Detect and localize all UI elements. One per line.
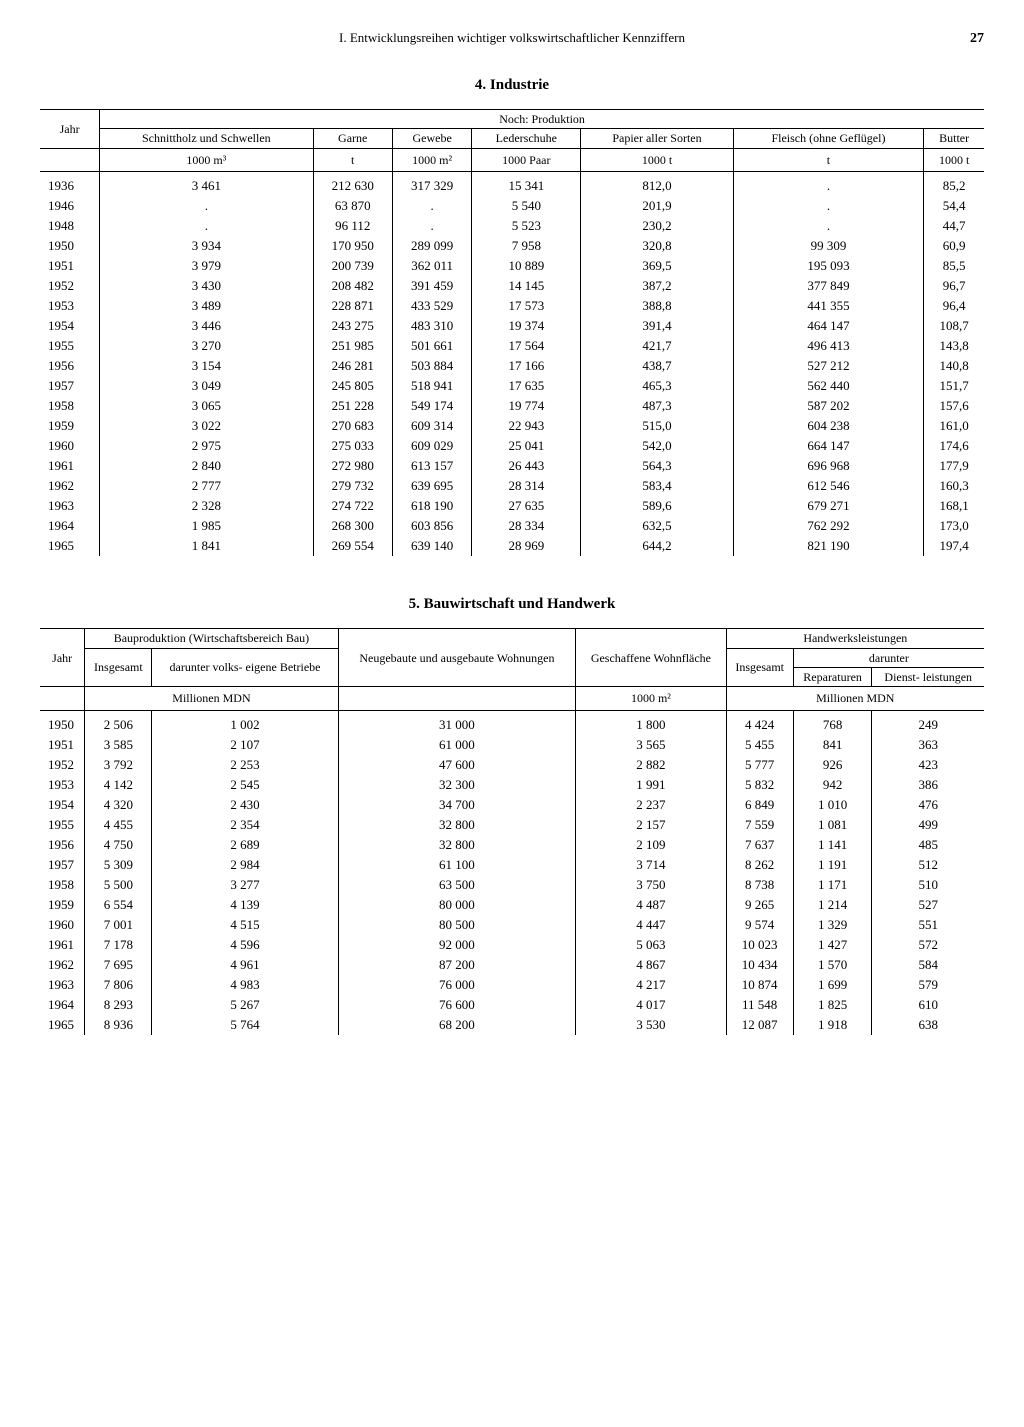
table-row: 19533 489228 871433 52917 573388,8441 35… xyxy=(40,296,984,316)
table-row: 19617 1784 59692 0005 06310 0231 427572 xyxy=(40,935,984,955)
table-row: 19622 777279 732639 69528 314583,4612 54… xyxy=(40,476,984,496)
t1-col-0: Schnittholz und Schwellen xyxy=(100,129,313,148)
h-hand1: Insgesamt xyxy=(726,648,793,687)
table-row: 19544 3202 43034 7002 2376 8491 010476 xyxy=(40,795,984,815)
table-row: 19575 3092 98461 1003 7148 2621 191512 xyxy=(40,855,984,875)
h-bauprod2: darunter volks- eigene Betriebe xyxy=(152,648,338,687)
table-row: 19648 2935 26776 6004 01711 5481 825610 xyxy=(40,995,984,1015)
table-row: 19607 0014 51580 5004 4479 5741 329551 xyxy=(40,915,984,935)
table-row: 19583 065251 228549 17419 774487,3587 20… xyxy=(40,396,984,416)
table-row: 19363 461212 630317 32915 341812,0.85,2 xyxy=(40,172,984,197)
t1-col-6: Butter xyxy=(924,129,984,148)
t1-unit-6: 1000 t xyxy=(924,148,984,171)
table-row: 19612 840272 980613 15726 443564,3696 96… xyxy=(40,456,984,476)
table-row: 19602 975275 033609 02925 041542,0664 14… xyxy=(40,436,984,456)
h-darunter: darunter xyxy=(793,648,984,667)
h-neubau: Neugebaute und ausgebaute Wohnungen xyxy=(338,629,576,687)
t1-col-4: Papier aller Sorten xyxy=(581,129,733,148)
col-year2: Jahr xyxy=(40,629,85,687)
table-row: 19543 446243 275483 31019 374391,4464 14… xyxy=(40,316,984,336)
col-year: Jahr xyxy=(40,110,100,149)
table-row: 19563 154246 281503 88417 166438,7527 21… xyxy=(40,356,984,376)
table-row: 19632 328274 722618 19027 635589,6679 27… xyxy=(40,496,984,516)
u-m2: 1000 m² xyxy=(576,687,726,710)
t1-unit-1: t xyxy=(313,148,392,171)
t1-col-5: Fleisch (ohne Geflügel) xyxy=(733,129,924,148)
t1-col-1: Garne xyxy=(313,129,392,148)
table-row: 19573 049245 805518 94117 635465,3562 44… xyxy=(40,376,984,396)
table-row: 19502 5061 00231 0001 8004 424768249 xyxy=(40,710,984,735)
bauwirtschaft-table: Jahr Bauproduktion (Wirtschaftsbereich B… xyxy=(40,628,984,1035)
page-number: 27 xyxy=(944,31,984,47)
t1-col-2: Gewebe xyxy=(392,129,471,148)
u-mdn2: Millionen MDN xyxy=(726,687,984,710)
table-row: 19554 4552 35432 8002 1577 5591 081499 xyxy=(40,815,984,835)
t1-unit-4: 1000 t xyxy=(581,148,733,171)
h-hand3: Dienst- leistungen xyxy=(872,667,984,686)
table-row: 19503 934170 950289 0997 958320,899 3096… xyxy=(40,236,984,256)
table-row: 19641 985268 300603 85628 334632,5762 29… xyxy=(40,516,984,536)
table-row: 19585 5003 27763 5003 7508 7381 171510 xyxy=(40,875,984,895)
h-hand2: Reparaturen xyxy=(793,667,872,686)
t1-unit-3: 1000 Paar xyxy=(472,148,581,171)
t1-col-3: Lederschuhe xyxy=(472,129,581,148)
table-row: 19513 979200 739362 01110 889369,5195 09… xyxy=(40,256,984,276)
table-row: 19523 430208 482391 45914 145387,2377 84… xyxy=(40,276,984,296)
table-row: 19627 6954 96187 2004 86710 4341 570584 xyxy=(40,955,984,975)
u-mdn1: Millionen MDN xyxy=(85,687,338,710)
super-header: Noch: Produktion xyxy=(100,110,984,129)
table-row: 19651 841269 554639 14028 969644,2821 19… xyxy=(40,536,984,556)
h-bauprod: Bauproduktion (Wirtschaftsbereich Bau) xyxy=(85,629,338,648)
table-row: 1948.96 112.5 523230,2.44,7 xyxy=(40,216,984,236)
table-row: 19596 5544 13980 0004 4879 2651 214527 xyxy=(40,895,984,915)
table-row: 19564 7502 68932 8002 1097 6371 141485 xyxy=(40,835,984,855)
page-header: I. Entwicklungsreihen wichtiger volkswir… xyxy=(80,30,944,46)
t1-unit-5: t xyxy=(733,148,924,171)
table-row: 19523 7922 25347 6002 8825 777926423 xyxy=(40,755,984,775)
table-row: 19658 9365 76468 2003 53012 0871 918638 xyxy=(40,1015,984,1035)
table-row: 1946.63 870.5 540201,9.54,4 xyxy=(40,196,984,216)
h-handwerk: Handwerksleistungen xyxy=(726,629,984,648)
table-row: 19513 5852 10761 0003 5655 455841363 xyxy=(40,735,984,755)
h-wohn: Geschaffene Wohnfläche xyxy=(576,629,726,687)
h-bauprod1: Insgesamt xyxy=(85,648,152,687)
table-row: 19593 022270 683609 31422 943515,0604 23… xyxy=(40,416,984,436)
table-row: 19553 270251 985501 66117 564421,7496 41… xyxy=(40,336,984,356)
table1-title: 4. Industrie xyxy=(40,77,984,94)
t1-unit-2: 1000 m² xyxy=(392,148,471,171)
table-row: 19534 1422 54532 3001 9915 832942386 xyxy=(40,775,984,795)
t1-unit-0: 1000 m³ xyxy=(100,148,313,171)
table-row: 19637 8064 98376 0004 21710 8741 699579 xyxy=(40,975,984,995)
table2-title: 5. Bauwirtschaft und Handwerk xyxy=(40,596,984,613)
industrie-table: Jahr Noch: Produktion Schnittholz und Sc… xyxy=(40,109,984,556)
